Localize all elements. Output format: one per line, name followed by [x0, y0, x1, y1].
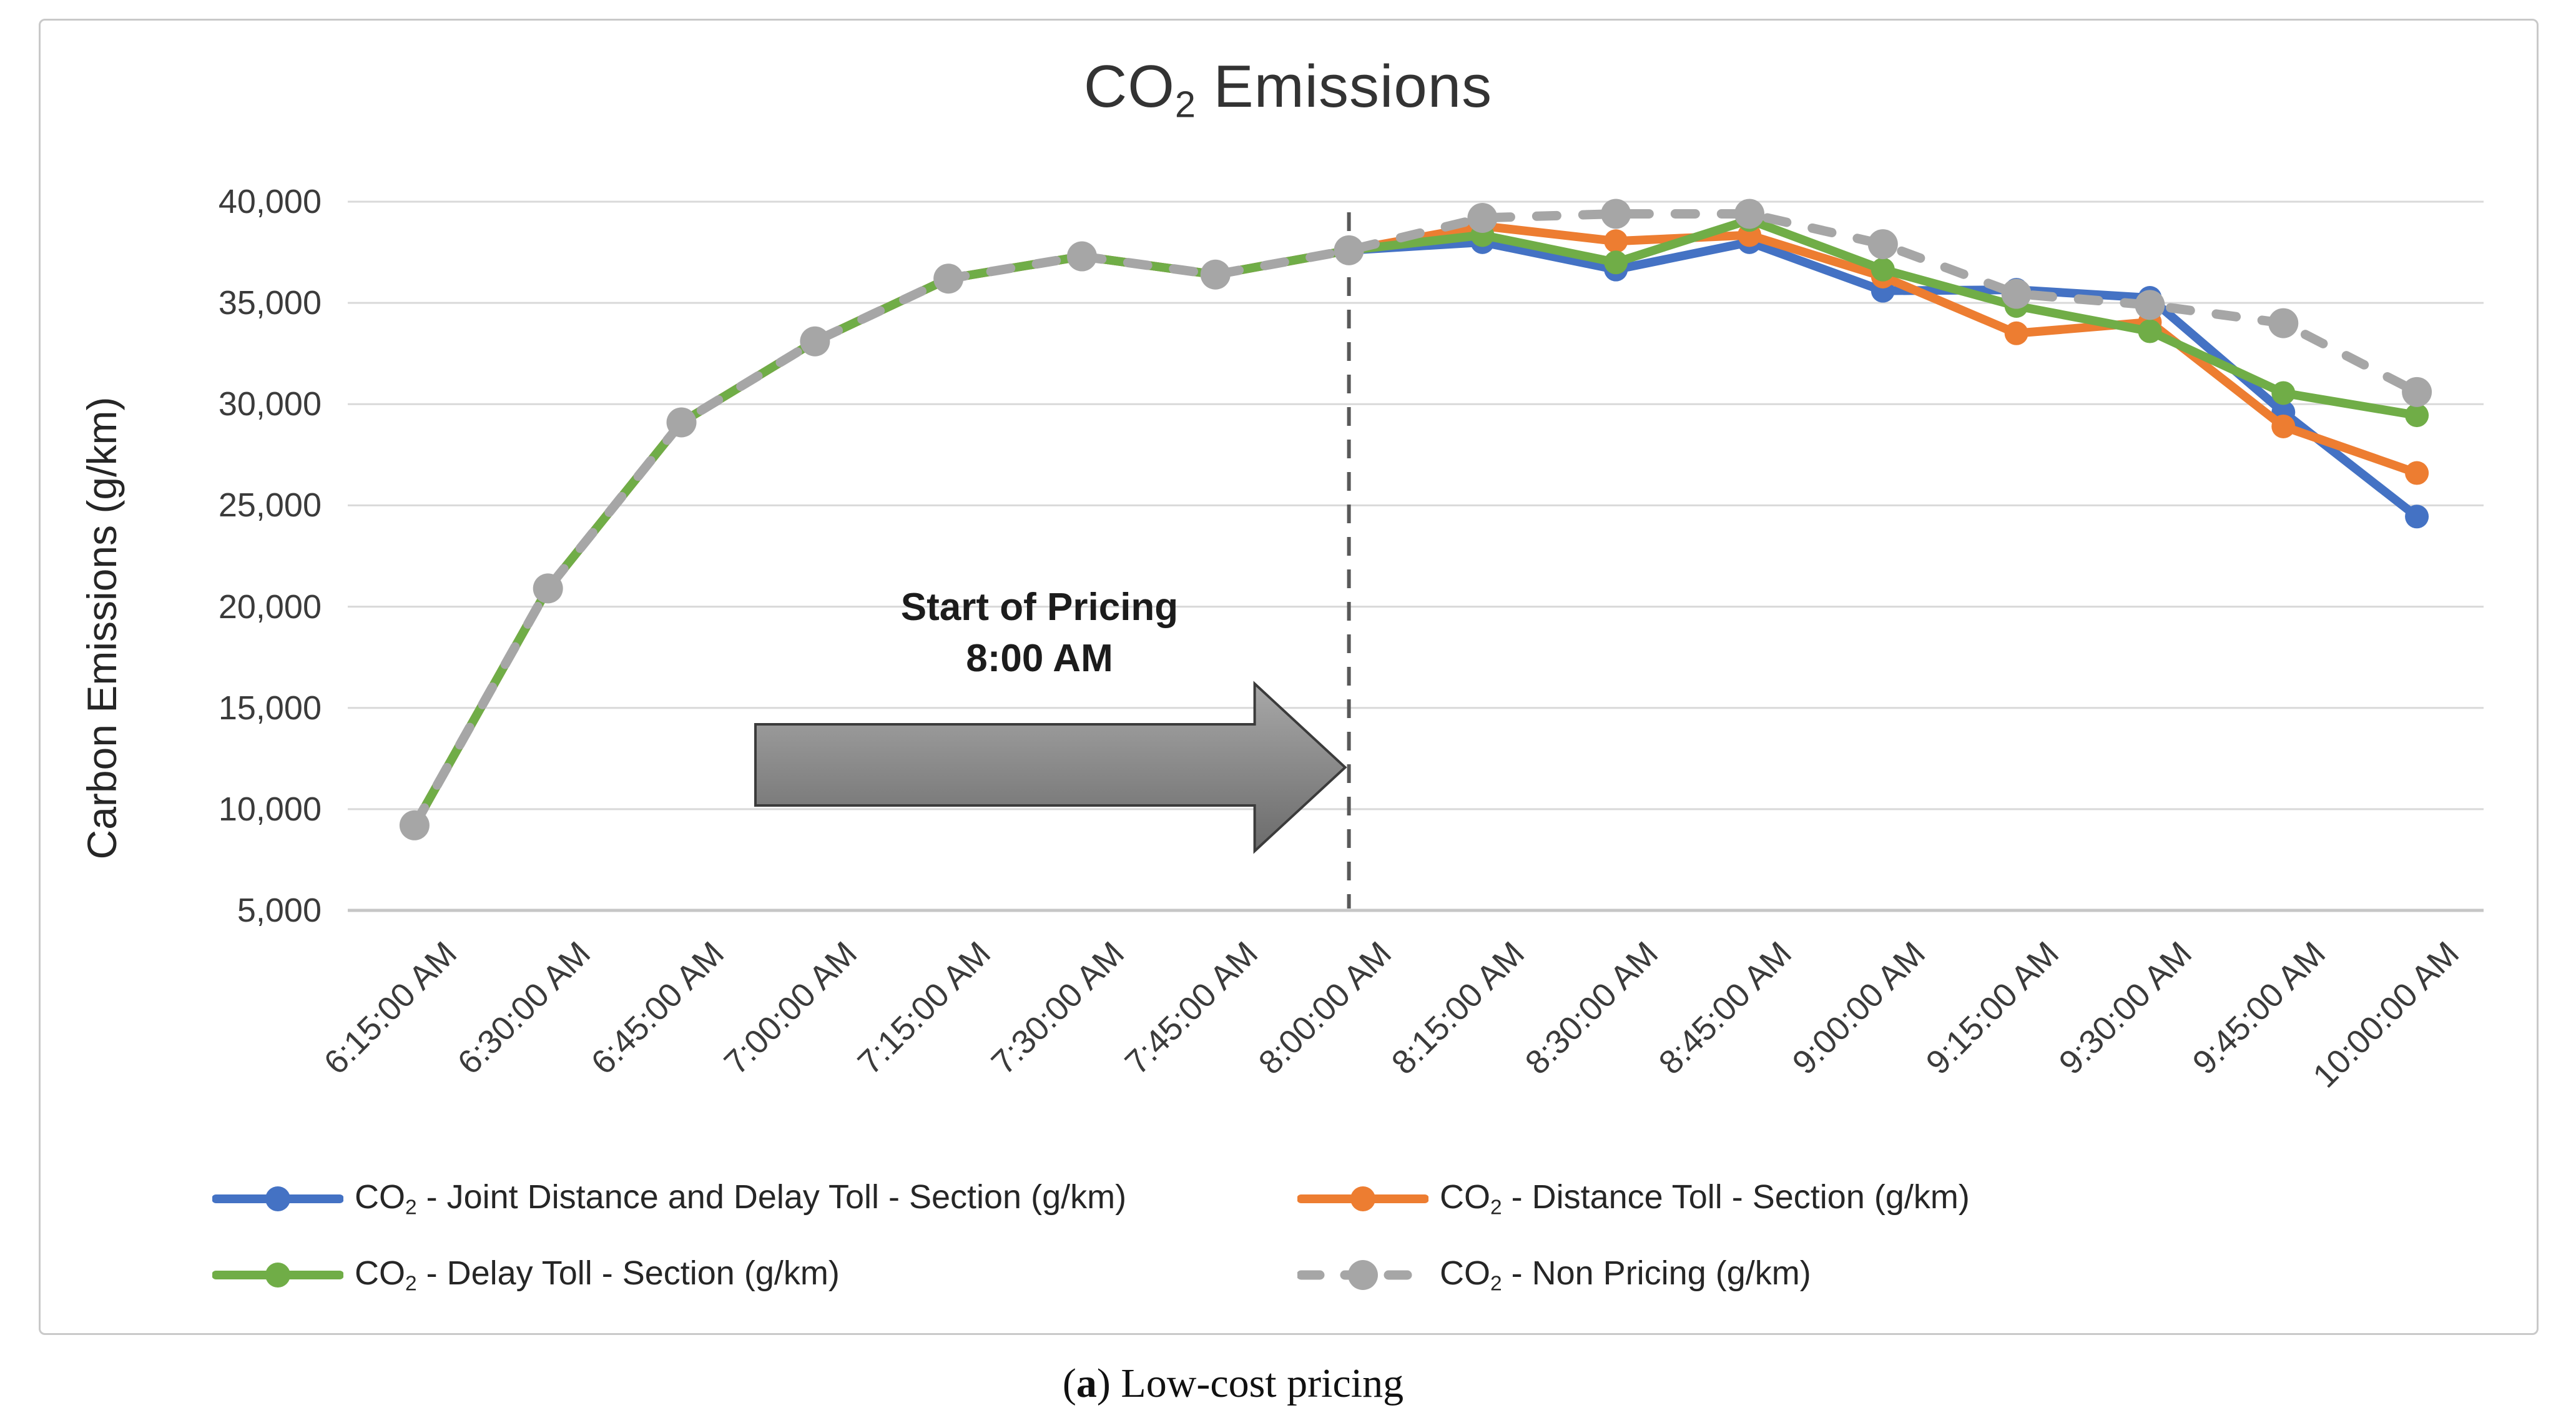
start-of-pricing-annotation: Start of Pricing 8:00 AM	[727, 582, 1352, 685]
y-axis-title: Carbon Emissions (g/km)	[79, 396, 125, 860]
annotation-line-1: Start of Pricing	[900, 586, 1179, 629]
y-tick-label: 25,000	[218, 486, 322, 524]
data-point-marker	[1734, 199, 1765, 229]
legend-label: CO2 - Joint Distance and Delay Toll - Se…	[355, 1178, 1127, 1219]
data-point-marker	[1066, 241, 1097, 272]
y-tick-label: 30,000	[218, 385, 322, 423]
y-tick-label: 20,000	[218, 588, 322, 626]
legend-item: CO2 - Non Pricing (g/km)	[1297, 1254, 1811, 1296]
data-point-marker	[2004, 321, 2028, 345]
series-line	[410, 221, 2422, 830]
data-point-marker	[2405, 461, 2429, 485]
legend-marker-icon	[212, 1263, 343, 1288]
y-tick-label: 40,000	[218, 183, 322, 220]
data-point-marker	[2138, 319, 2162, 343]
annotation-line-2: 8:00 AM	[966, 637, 1113, 681]
data-point-marker	[1604, 229, 1628, 254]
legend-item: CO2 - Joint Distance and Delay Toll - Se…	[212, 1178, 1127, 1219]
data-point-marker	[2135, 290, 2165, 320]
figure-border	[39, 19, 2539, 1335]
right-arrow-icon	[754, 681, 1347, 854]
legend-item: CO2 - Distance Toll - Section (g/km)	[1297, 1178, 1970, 1219]
series-line	[410, 215, 2422, 830]
data-point-marker	[933, 263, 964, 294]
y-tick-label: 15,000	[218, 689, 322, 727]
data-point-marker	[533, 573, 563, 604]
data-point-marker	[1467, 202, 1498, 233]
data-point-marker	[2268, 308, 2299, 338]
data-point-marker	[2271, 414, 2296, 438]
legend-label: CO2 - Delay Toll - Section (g/km)	[355, 1254, 840, 1296]
data-point-marker	[2402, 377, 2432, 407]
y-tick-label: 10,000	[218, 790, 322, 828]
legend-marker-icon	[1297, 1260, 1428, 1290]
chart-title: CO2 Emissions	[1083, 53, 1493, 126]
legend-label: CO2 - Distance Toll - Section (g/km)	[1440, 1178, 1970, 1219]
data-point-marker	[399, 810, 430, 840]
figure-caption: (a) Low-cost pricing	[1062, 1361, 1404, 1406]
data-point-marker	[2405, 505, 2429, 529]
legend-marker-icon	[212, 1186, 343, 1211]
legend-item: CO2 - Delay Toll - Section (g/km)	[212, 1254, 840, 1296]
data-point-marker	[1871, 257, 1895, 282]
data-point-marker	[2001, 278, 2032, 309]
series-lines	[399, 199, 2432, 840]
series-line	[410, 237, 2422, 830]
data-point-marker	[1601, 199, 1631, 229]
data-point-marker	[1200, 259, 1231, 290]
y-tick-label: 5,000	[237, 892, 322, 929]
y-tick-label: 35,000	[218, 284, 322, 322]
data-point-marker	[1604, 250, 1628, 275]
legend-marker-icon	[1297, 1186, 1428, 1211]
series-line	[410, 209, 2422, 830]
data-point-marker	[1334, 235, 1364, 265]
data-point-marker	[666, 407, 697, 438]
data-point-marker	[1867, 229, 1898, 260]
data-point-marker	[2271, 381, 2296, 405]
legend-label: CO2 - Non Pricing (g/km)	[1440, 1254, 1811, 1296]
data-point-marker	[800, 326, 830, 357]
data-point-marker	[2405, 403, 2429, 428]
